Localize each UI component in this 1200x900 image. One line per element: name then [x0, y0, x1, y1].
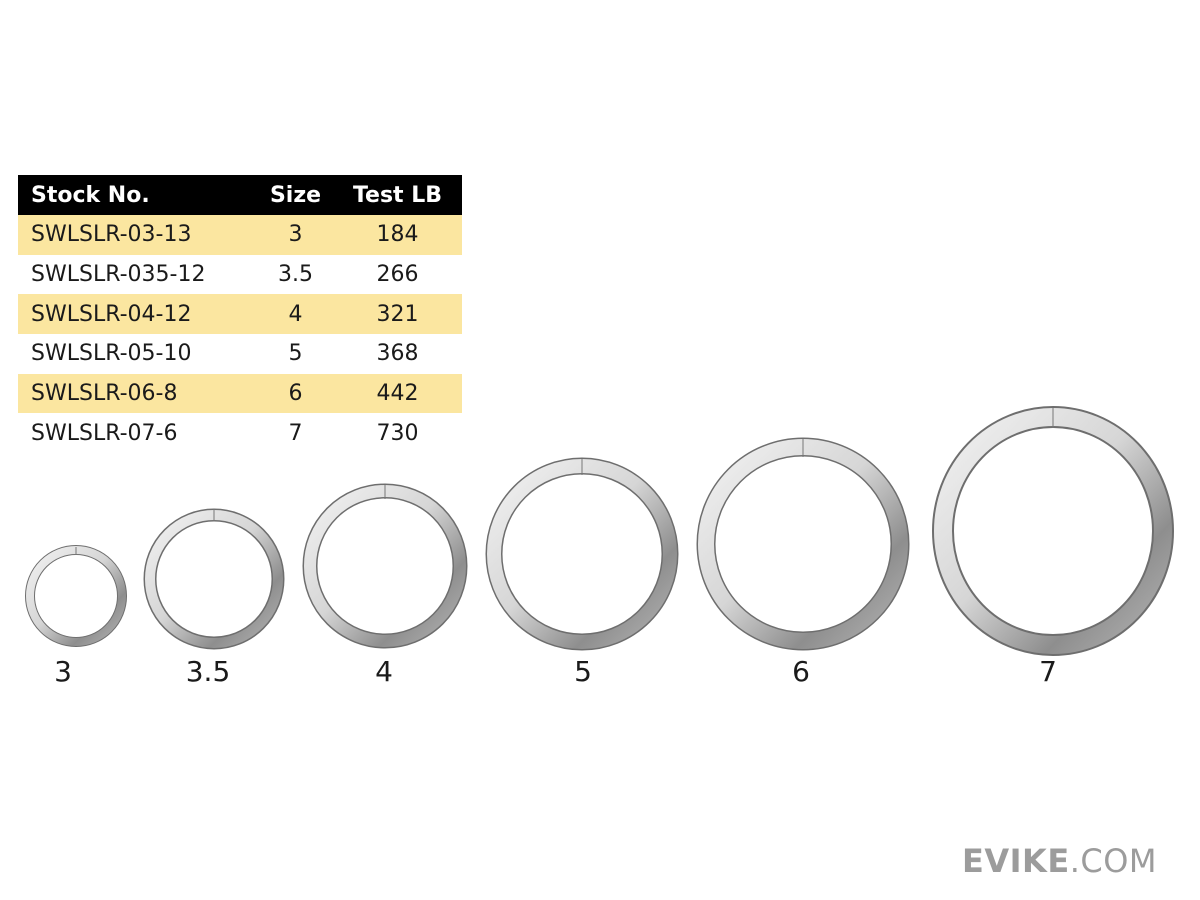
test-lb-cell: 321: [376, 301, 419, 327]
table-row: SWLSLR-035-12 3.5 266: [18, 255, 462, 295]
ring-size-label: 7: [1039, 655, 1057, 688]
ring-size-label: 6: [792, 655, 810, 688]
split-ring-icon: [143, 508, 285, 650]
header-test-lb: Test LB: [352, 182, 443, 208]
table-header-row: Stock No. Size Test LB: [18, 175, 462, 215]
stock-no-cell: SWLSLR-05-10: [31, 341, 192, 367]
ring-size-label: 4: [375, 655, 393, 688]
table-row: SWLSLR-05-10 5 368: [18, 334, 462, 374]
stock-no-cell: SWLSLR-06-8: [31, 381, 178, 407]
ring-size-chart: 3 3.5 4 5 6 7: [0, 400, 1200, 700]
size-cell: 3: [288, 222, 303, 248]
logo-brand: EVIKE: [962, 842, 1070, 880]
split-ring-icon: [696, 437, 910, 651]
table-row: SWLSLR-03-13 3 184: [18, 215, 462, 255]
stock-no-cell: SWLSLR-03-13: [31, 222, 192, 248]
size-cell: 3.5: [278, 262, 313, 288]
split-ring-icon: [302, 483, 468, 649]
split-ring-icon: [25, 545, 127, 647]
size-cell: 6: [288, 381, 303, 407]
test-lb-cell: 266: [376, 262, 419, 288]
header-size: Size: [269, 182, 322, 208]
logo-tld: .COM: [1069, 842, 1157, 880]
table-row: SWLSLR-04-12 4 321: [18, 294, 462, 335]
test-lb-cell: 184: [376, 222, 419, 248]
ring-size-label: 5: [574, 655, 592, 688]
size-cell: 7: [288, 420, 303, 446]
table-row: SWLSLR-07-6 7 730: [18, 413, 462, 453]
test-lb-cell: 368: [376, 341, 419, 367]
stock-no-cell: SWLSLR-04-12: [31, 301, 192, 327]
split-ring-icon: [485, 457, 679, 651]
size-cell: 4: [288, 301, 303, 327]
test-lb-cell: 730: [376, 420, 419, 446]
evike-logo: EVIKE.COM: [962, 842, 1157, 880]
stock-no-cell: SWLSLR-07-6: [31, 420, 178, 446]
spec-table: Stock No. Size Test LB SWLSLR-03-13 3 18…: [18, 175, 462, 453]
header-stock-no: Stock No.: [31, 182, 150, 208]
stock-no-cell: SWLSLR-035-12: [31, 262, 206, 288]
split-ring-icon: [932, 406, 1174, 656]
ring-size-label: 3: [54, 655, 72, 688]
table-row: SWLSLR-06-8 6 442: [18, 373, 462, 414]
ring-size-label: 3.5: [185, 655, 231, 688]
size-cell: 5: [288, 341, 303, 367]
test-lb-cell: 442: [376, 381, 419, 407]
